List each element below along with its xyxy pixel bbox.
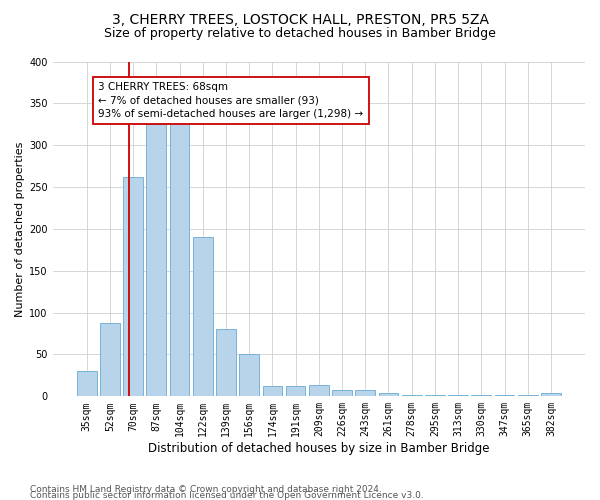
Bar	[193, 238, 212, 396]
Bar	[239, 354, 259, 397]
Bar	[309, 386, 329, 396]
X-axis label: Distribution of detached houses by size in Bamber Bridge: Distribution of detached houses by size …	[148, 442, 490, 455]
Text: 3, CHERRY TREES, LOSTOCK HALL, PRESTON, PR5 5ZA: 3, CHERRY TREES, LOSTOCK HALL, PRESTON, …	[112, 12, 488, 26]
Bar	[448, 394, 468, 396]
Bar	[355, 390, 375, 396]
Bar	[286, 386, 305, 396]
Bar	[494, 394, 514, 396]
Bar	[77, 371, 97, 396]
Text: Size of property relative to detached houses in Bamber Bridge: Size of property relative to detached ho…	[104, 28, 496, 40]
Bar	[425, 394, 445, 396]
Bar	[541, 393, 561, 396]
Bar	[518, 394, 538, 396]
Bar	[123, 177, 143, 396]
Text: 3 CHERRY TREES: 68sqm
← 7% of detached houses are smaller (93)
93% of semi-detac: 3 CHERRY TREES: 68sqm ← 7% of detached h…	[98, 82, 364, 119]
Y-axis label: Number of detached properties: Number of detached properties	[15, 141, 25, 316]
Bar	[146, 124, 166, 396]
Bar	[402, 394, 422, 396]
Bar	[332, 390, 352, 396]
Bar	[216, 330, 236, 396]
Bar	[263, 386, 282, 396]
Bar	[472, 394, 491, 396]
Bar	[170, 120, 190, 396]
Bar	[100, 322, 120, 396]
Bar	[379, 393, 398, 396]
Text: Contains HM Land Registry data © Crown copyright and database right 2024.: Contains HM Land Registry data © Crown c…	[30, 484, 382, 494]
Text: Contains public sector information licensed under the Open Government Licence v3: Contains public sector information licen…	[30, 490, 424, 500]
